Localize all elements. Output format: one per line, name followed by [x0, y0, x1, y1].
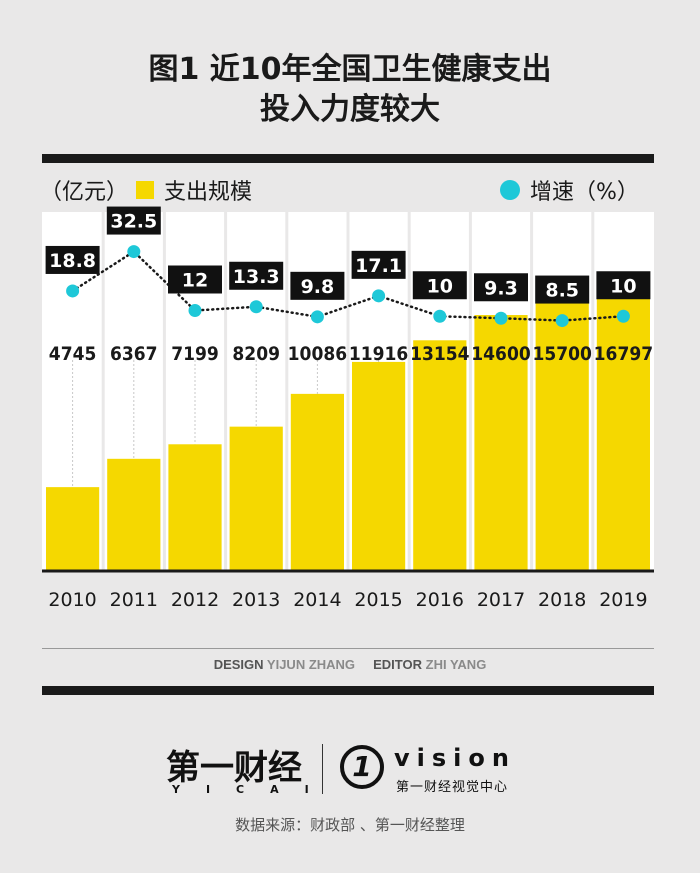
- editor-key: EDITOR: [373, 657, 422, 672]
- x-tick-label: 2010: [48, 589, 96, 611]
- growth-point-2015: [372, 289, 386, 303]
- growth-point-2018: [555, 314, 569, 328]
- growth-point-2012: [188, 304, 202, 317]
- growth-point-2010: [66, 284, 80, 298]
- x-tick-label: 2011: [110, 589, 158, 611]
- credits-rule: [42, 648, 654, 649]
- title-line-2: 投入力度较大: [260, 92, 440, 127]
- x-tick-label: 2015: [354, 589, 402, 611]
- bar-2017: [474, 315, 528, 570]
- yicai-logo-en: YICAI: [172, 783, 335, 796]
- growth-value-label: 18.8: [49, 250, 96, 272]
- bar-value-label: 4745: [49, 343, 97, 365]
- title-line-1: 图1 近10年全国卫生健康支出: [148, 52, 552, 87]
- bar-2013: [229, 426, 283, 570]
- line-legend-label: 增速（%）: [530, 180, 639, 205]
- growth-label-box: [290, 271, 345, 300]
- growth-point-2017: [494, 311, 508, 325]
- growth-value-label: 10: [427, 275, 453, 297]
- vision-logo-text: vision: [394, 744, 516, 772]
- bar-2016: [413, 340, 467, 570]
- bar-value-label: 8209: [232, 343, 280, 365]
- chart-canvas: 4745 6367 7199 8209 10086 11916 13154 14600 1570…: [42, 206, 654, 611]
- growth-line: [71, 249, 625, 322]
- growth-value-label: 10: [610, 275, 636, 297]
- x-tick-label: 2013: [232, 589, 280, 611]
- x-tick-label: 2016: [416, 589, 464, 611]
- bar-value-label: 15700: [532, 343, 592, 365]
- growth-label-box: [351, 250, 406, 279]
- bar-value-label: 14600: [471, 343, 531, 365]
- growth-value-label: 8.5: [545, 280, 579, 302]
- x-tick-label: 2012: [171, 589, 219, 611]
- growth-point-2013: [249, 300, 263, 314]
- bar-legend: （亿元） 支出规模: [40, 174, 252, 206]
- bar-legend-label: 支出规模: [164, 180, 253, 205]
- bar-2010: [46, 487, 100, 570]
- bar-2012: [168, 444, 222, 570]
- design-key: DESIGN: [213, 657, 264, 672]
- x-tick-label: 2019: [599, 589, 647, 611]
- vision-logo-icon: 1: [340, 745, 384, 789]
- vision-logo-sub: 第一财经视觉中心: [396, 780, 509, 795]
- bar-2015: [352, 361, 406, 570]
- growth-value-label: 13.3: [233, 266, 280, 288]
- bar-2014: [290, 393, 344, 570]
- growth-label-box: [412, 271, 467, 300]
- editor-value: ZHI YANG: [425, 657, 487, 672]
- bar-value-label: 13154: [410, 343, 470, 365]
- x-tick-label: 2017: [477, 589, 525, 611]
- growth-value-label: 12: [182, 270, 208, 292]
- growth-label-box: [596, 271, 651, 300]
- bar-value-label: 11916: [349, 343, 408, 365]
- growth-value-label: 9.3: [484, 277, 518, 299]
- yicai-logo: 第一财经: [166, 748, 302, 788]
- chart-title: 图1 近10年全国卫生健康支出 投入力度较大: [0, 50, 700, 130]
- bar-2018: [535, 295, 589, 570]
- bar-value-label: 16797: [594, 343, 653, 365]
- growth-value-label: 17.1: [355, 255, 402, 277]
- bottom-rule: [42, 686, 654, 695]
- x-tick-label: 2018: [538, 589, 586, 611]
- growth-point-2011: [127, 245, 141, 259]
- growth-label-box: [535, 275, 590, 304]
- growth-label-box: [474, 273, 528, 302]
- bar-value-label: 7199: [171, 343, 219, 365]
- top-rule: [42, 154, 654, 163]
- growth-point-2014: [310, 310, 324, 324]
- growth-label-box: [106, 206, 161, 235]
- growth-label-box: [168, 265, 222, 294]
- growth-value-label: 32.5: [110, 211, 157, 233]
- bar-swatch-icon: [136, 181, 155, 199]
- growth-point-2016: [433, 309, 447, 323]
- bar-value-label: 6367: [110, 343, 158, 365]
- bar-value-label: 10086: [288, 343, 347, 365]
- growth-value-label: 9.8: [301, 276, 335, 298]
- bar-unit-label: （亿元）: [40, 180, 129, 205]
- data-source: 数据来源：财政部 、第一财经整理: [235, 816, 465, 834]
- design-value: YIJUN ZHANG: [266, 657, 356, 672]
- bar-2019: [596, 276, 650, 570]
- growth-label-box: [229, 261, 284, 290]
- growth-label-box: [45, 245, 100, 274]
- line-dot-icon: [500, 180, 520, 200]
- growth-point-2019: [616, 309, 630, 323]
- line-legend: 增速（%）: [500, 174, 639, 206]
- logo-divider: [322, 744, 323, 794]
- x-tick-label: 2014: [293, 589, 341, 611]
- bar-2011: [107, 458, 161, 570]
- credits: DESIGN YIJUN ZHANG EDITOR ZHI YANG: [0, 657, 700, 672]
